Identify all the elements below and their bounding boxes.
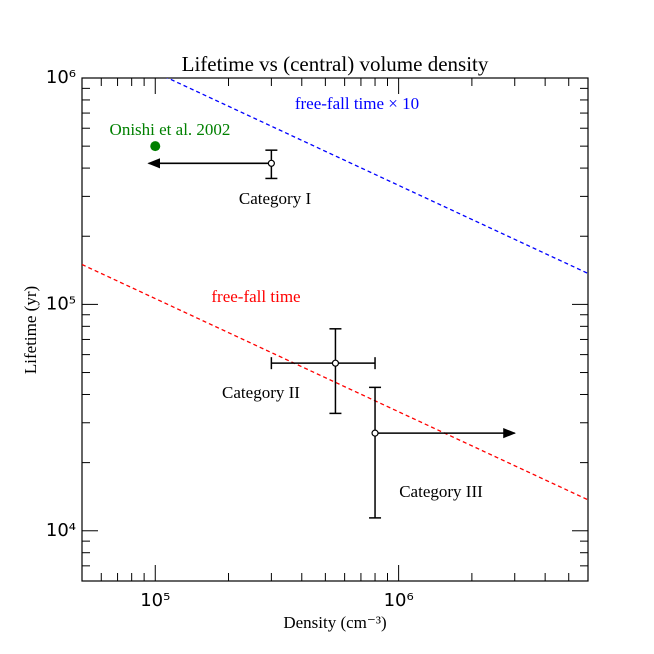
point-label: Category I [239,189,312,208]
x-tick-label: 10⁶ [384,590,414,611]
data-point [267,159,275,167]
data-point [331,359,340,367]
reference-line [166,78,588,275]
x-tick-label: 10⁵ [140,590,170,611]
y-axis-label: Lifetime (yr) [21,286,40,374]
y-tick-label: 10⁶ [46,67,76,88]
plot-frame [81,77,589,582]
line-label: free-fall time [211,287,300,306]
y-tick-label: 10⁴ [46,520,76,541]
plot-area [82,78,588,501]
data-point [371,429,379,437]
y-tick-label: 10⁵ [46,293,76,314]
line-label: free-fall time × 10 [295,94,419,113]
point-label: Category II [222,383,300,402]
chart-title: Lifetime vs (central) volume density [182,52,489,76]
x-axis-label: Density (cm⁻³) [283,613,386,632]
point-label: Category III [399,482,483,501]
reference-point [150,141,161,152]
reference-label: Onishi et al. 2002 [110,120,231,139]
reference-line [82,263,588,501]
